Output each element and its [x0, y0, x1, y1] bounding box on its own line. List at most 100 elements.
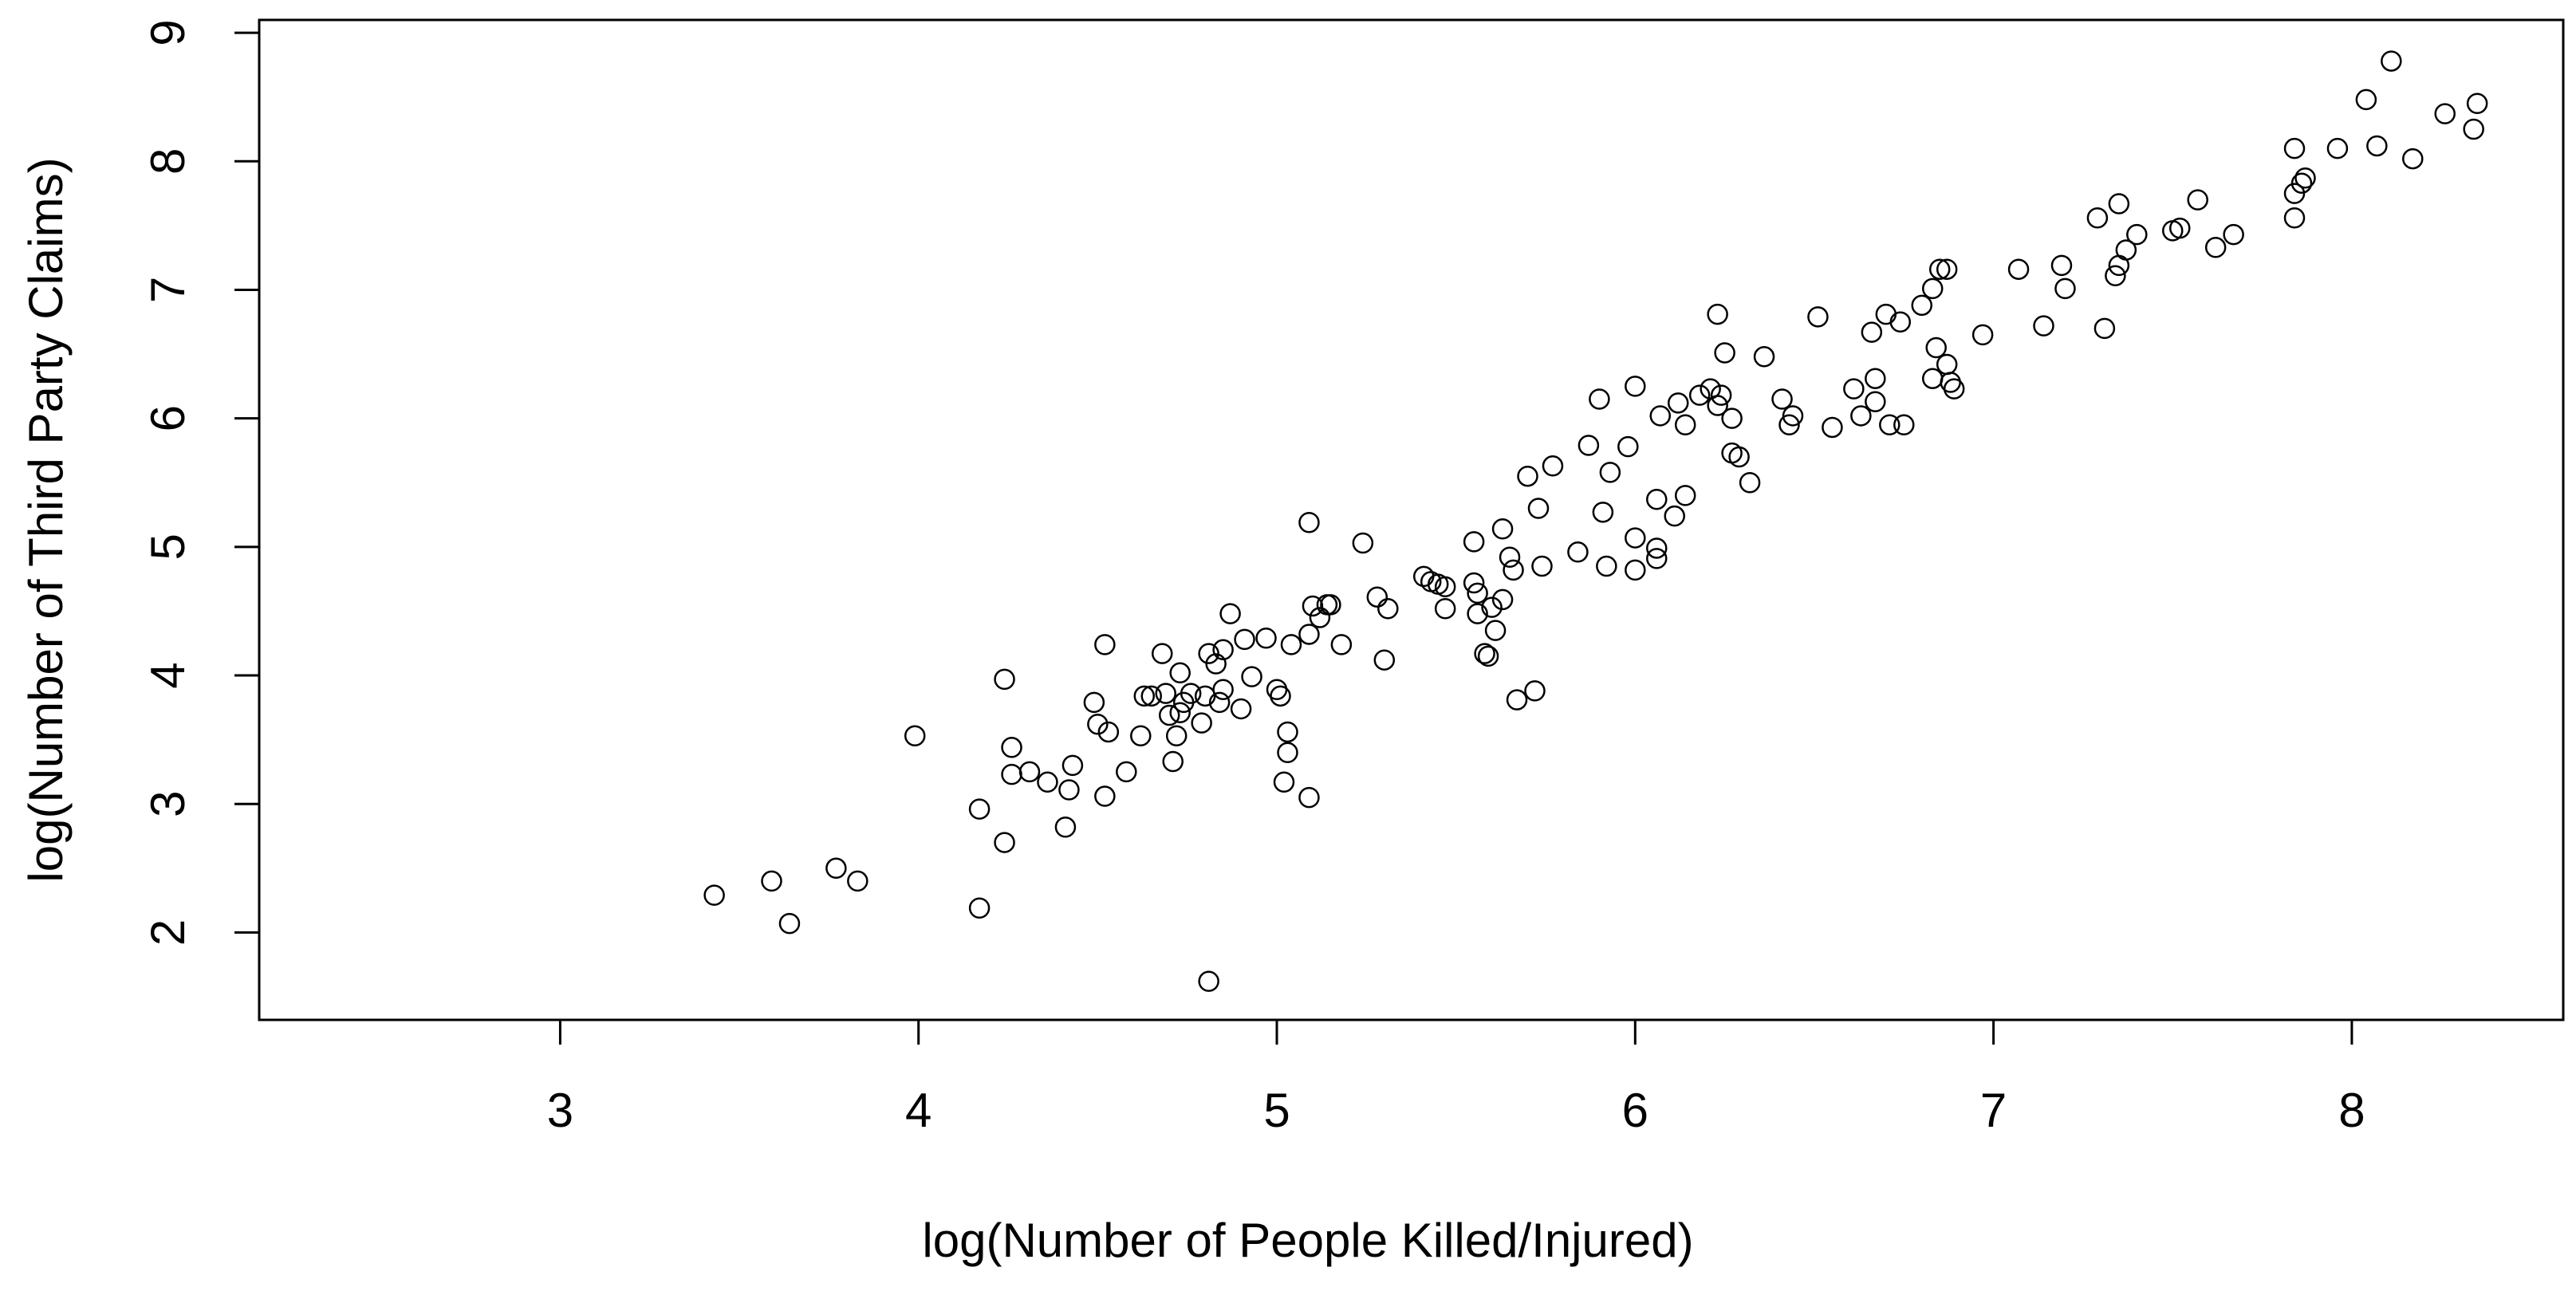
point — [703, 884, 725, 906]
point — [1893, 414, 1915, 435]
point — [2007, 258, 2030, 280]
point — [2283, 207, 2306, 229]
point — [1674, 485, 1696, 506]
point — [1625, 559, 1646, 581]
point — [2093, 317, 2116, 340]
point — [1018, 761, 1041, 783]
point — [1714, 342, 1735, 364]
point — [1467, 582, 1488, 604]
point — [1330, 634, 1353, 655]
point — [1212, 679, 1234, 701]
point — [1782, 405, 1804, 427]
point — [1162, 750, 1184, 773]
point — [1352, 532, 1374, 554]
point — [1062, 754, 1084, 777]
y-tick-label: 5 — [141, 533, 195, 560]
point — [994, 668, 1015, 691]
point — [2381, 50, 2402, 72]
point — [2463, 118, 2484, 140]
point — [1212, 639, 1234, 661]
point — [1753, 346, 1775, 368]
y-tick-label: 2 — [141, 919, 195, 946]
y-tick-label: 4 — [141, 662, 195, 688]
point — [761, 870, 782, 892]
point — [1309, 607, 1331, 628]
point — [2126, 223, 2148, 246]
point — [1434, 576, 1456, 598]
point — [1921, 277, 1944, 300]
point — [1674, 414, 1696, 435]
point — [1596, 555, 1617, 577]
point — [847, 870, 869, 892]
point — [1928, 258, 1951, 280]
point — [2187, 189, 2208, 211]
point — [1001, 763, 1022, 785]
point — [968, 897, 991, 919]
point — [1208, 691, 1231, 714]
point — [1589, 388, 1610, 410]
point — [1936, 258, 1958, 280]
point — [1625, 376, 1646, 397]
point — [1527, 498, 1550, 519]
point — [1710, 384, 1732, 406]
point — [1707, 395, 1728, 416]
point — [1467, 603, 1488, 624]
point — [1298, 624, 1320, 645]
point — [1151, 643, 1173, 664]
point — [1484, 620, 1507, 641]
point — [1921, 368, 1944, 389]
point — [2054, 277, 2076, 300]
point — [2223, 223, 2244, 246]
point — [2105, 265, 2126, 287]
point — [1165, 725, 1188, 747]
point — [1822, 416, 1843, 439]
point — [1155, 683, 1176, 704]
point — [1971, 324, 1994, 346]
point — [778, 912, 801, 935]
point — [1377, 597, 1399, 620]
point — [825, 857, 847, 880]
x-tick-label: 7 — [1980, 1084, 2007, 1137]
point — [1925, 337, 1947, 359]
point — [1140, 685, 1163, 707]
point — [1491, 518, 1514, 540]
point — [1191, 712, 1212, 734]
point — [1180, 683, 1202, 704]
point — [2086, 207, 2109, 229]
point — [1133, 685, 1156, 707]
point — [1778, 414, 1800, 435]
point — [1517, 465, 1538, 487]
point — [1707, 303, 1728, 325]
point — [1463, 531, 1485, 553]
point — [968, 798, 991, 820]
y-tick-label: 3 — [141, 791, 195, 817]
point — [1169, 662, 1191, 684]
point — [1542, 455, 1564, 477]
y-tick-label: 7 — [141, 277, 195, 303]
x-tick-label: 5 — [1263, 1084, 1290, 1137]
point — [1875, 303, 1897, 325]
point — [1850, 405, 1872, 427]
point — [904, 725, 926, 747]
point — [1599, 462, 1621, 483]
point — [1481, 596, 1503, 618]
point — [2108, 193, 2130, 215]
point — [2294, 167, 2316, 189]
point — [1058, 779, 1080, 801]
point — [2434, 103, 2456, 124]
point — [994, 832, 1015, 853]
y-axis-label: log(Number of Third Party Claims) — [19, 157, 73, 882]
point — [1491, 588, 1514, 611]
point — [1198, 970, 1219, 992]
point — [1861, 321, 1883, 343]
point — [1889, 311, 1912, 333]
point — [1169, 702, 1191, 724]
point — [1506, 689, 1528, 710]
x-tick-label: 3 — [547, 1084, 573, 1137]
y-tick-label: 6 — [141, 405, 195, 431]
point — [1234, 628, 1255, 651]
point — [1728, 446, 1750, 468]
point — [1001, 737, 1022, 758]
point — [1943, 378, 1965, 400]
point — [2326, 137, 2349, 159]
